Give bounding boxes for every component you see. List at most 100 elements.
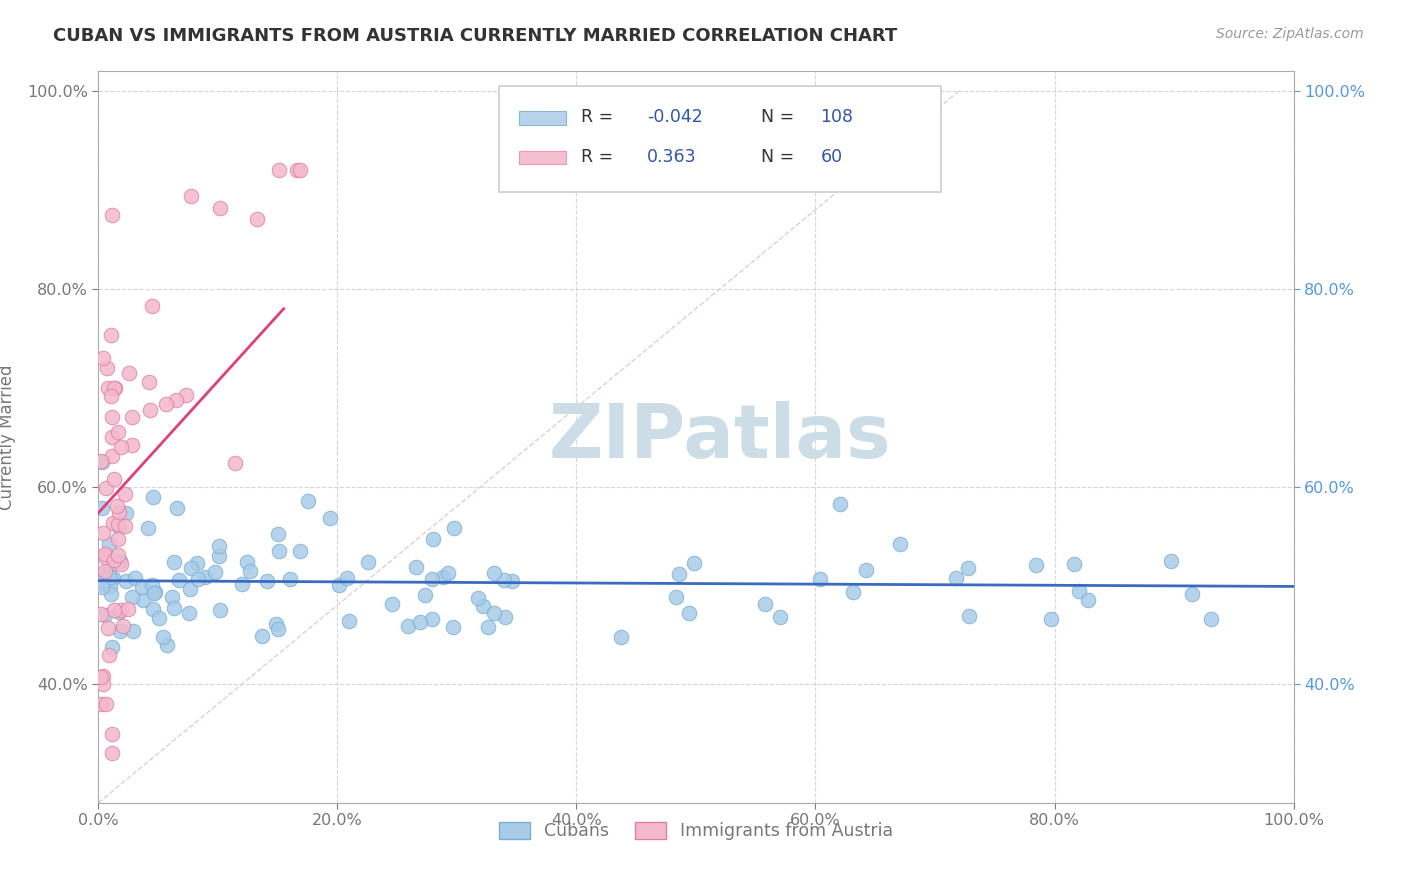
Point bbox=[269, 163, 291, 178]
Point bbox=[682, 556, 704, 570]
Point bbox=[90, 607, 112, 622]
Point bbox=[111, 619, 134, 633]
Point bbox=[142, 490, 165, 504]
Point bbox=[166, 501, 188, 516]
Point bbox=[155, 396, 177, 410]
Point bbox=[117, 602, 139, 616]
Point bbox=[754, 597, 776, 611]
Point bbox=[97, 563, 120, 577]
Point bbox=[1077, 592, 1099, 607]
Point bbox=[101, 208, 124, 222]
Point bbox=[91, 576, 114, 591]
Point bbox=[381, 597, 404, 611]
Point bbox=[167, 573, 190, 587]
Point bbox=[828, 497, 851, 511]
Point bbox=[96, 360, 118, 375]
Point bbox=[100, 410, 122, 425]
Point bbox=[131, 581, 153, 595]
Point bbox=[148, 611, 170, 625]
Point bbox=[115, 506, 138, 520]
Point bbox=[288, 163, 311, 178]
Point bbox=[957, 609, 980, 624]
Point bbox=[231, 577, 253, 591]
Point bbox=[143, 584, 166, 599]
Point bbox=[100, 640, 122, 654]
Text: 60: 60 bbox=[820, 148, 842, 166]
Point bbox=[477, 620, 499, 634]
Point bbox=[156, 638, 179, 652]
Point bbox=[94, 547, 117, 561]
Point bbox=[278, 572, 301, 586]
Point bbox=[103, 603, 125, 617]
Point bbox=[121, 410, 143, 425]
Point bbox=[114, 487, 136, 501]
Point bbox=[90, 453, 112, 467]
Point bbox=[118, 366, 141, 380]
Point bbox=[94, 481, 117, 495]
Point bbox=[482, 566, 505, 580]
Point bbox=[143, 585, 166, 599]
Point bbox=[165, 392, 187, 407]
Point bbox=[484, 606, 506, 620]
Point bbox=[108, 605, 131, 619]
Point bbox=[1069, 583, 1091, 598]
Point bbox=[494, 573, 516, 587]
Point bbox=[1025, 558, 1047, 572]
Text: ZIPatlas: ZIPatlas bbox=[548, 401, 891, 474]
Point bbox=[432, 570, 454, 584]
Point bbox=[328, 578, 350, 592]
Point bbox=[141, 299, 163, 313]
Point bbox=[267, 527, 290, 541]
Point bbox=[501, 574, 523, 588]
Point bbox=[103, 381, 125, 395]
Point bbox=[187, 572, 209, 586]
Point bbox=[204, 565, 226, 579]
Point bbox=[91, 525, 114, 540]
Legend: Cubans, Immigrants from Austria: Cubans, Immigrants from Austria bbox=[491, 813, 901, 849]
Point bbox=[1040, 612, 1063, 626]
Point bbox=[472, 599, 495, 614]
Point bbox=[208, 602, 231, 616]
Point bbox=[107, 532, 129, 546]
Text: Source: ZipAtlas.com: Source: ZipAtlas.com bbox=[1216, 27, 1364, 41]
FancyBboxPatch shape bbox=[519, 151, 567, 164]
FancyBboxPatch shape bbox=[499, 86, 941, 192]
Point bbox=[609, 630, 631, 644]
Text: 108: 108 bbox=[820, 109, 853, 127]
Point bbox=[409, 615, 432, 629]
Point bbox=[91, 501, 114, 516]
Point bbox=[97, 648, 120, 662]
Y-axis label: Currently Married: Currently Married bbox=[0, 364, 15, 510]
Point bbox=[114, 519, 136, 533]
FancyBboxPatch shape bbox=[519, 111, 567, 125]
Point bbox=[336, 571, 359, 585]
Point bbox=[297, 494, 319, 508]
Point bbox=[138, 403, 160, 417]
Point bbox=[124, 571, 146, 585]
Point bbox=[1160, 554, 1182, 568]
Point bbox=[956, 561, 979, 575]
Point bbox=[93, 608, 115, 623]
Point bbox=[91, 677, 114, 691]
Point bbox=[100, 327, 122, 342]
Point bbox=[122, 624, 145, 638]
Point bbox=[110, 557, 132, 571]
Point bbox=[224, 456, 246, 470]
Point bbox=[132, 592, 155, 607]
Text: R =: R = bbox=[581, 109, 619, 127]
Point bbox=[107, 548, 129, 562]
Point bbox=[108, 505, 131, 519]
Point bbox=[842, 585, 865, 599]
Point bbox=[108, 520, 131, 534]
Point bbox=[101, 726, 124, 740]
Point bbox=[94, 697, 117, 711]
Point bbox=[100, 449, 122, 463]
Point bbox=[422, 532, 444, 546]
Point bbox=[443, 521, 465, 535]
Point bbox=[163, 555, 186, 569]
Point bbox=[267, 543, 290, 558]
Point bbox=[678, 606, 700, 620]
Point bbox=[105, 499, 128, 513]
Point bbox=[91, 581, 114, 595]
Point bbox=[337, 614, 360, 628]
